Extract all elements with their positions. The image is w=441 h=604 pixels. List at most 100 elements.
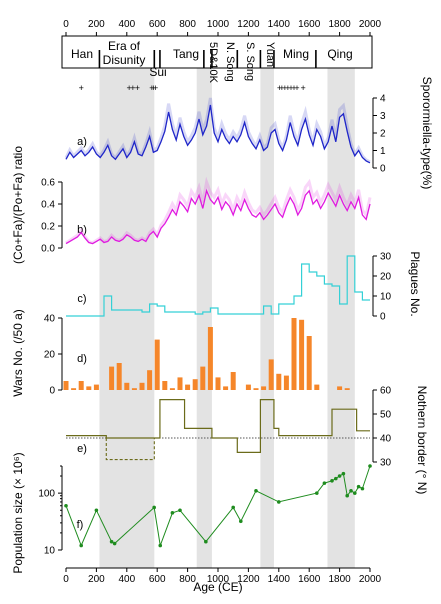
population-point-24 bbox=[360, 486, 365, 491]
panel-d-letter: d) bbox=[77, 353, 87, 365]
shaded-period-0 bbox=[99, 68, 155, 568]
bottom-tick-label-1: 200 bbox=[88, 574, 105, 585]
war-bar-14 bbox=[177, 377, 183, 390]
top-tick-label-5: 1000 bbox=[207, 19, 230, 30]
war-bar-30 bbox=[306, 336, 312, 390]
population-point-12 bbox=[254, 488, 258, 493]
dating-marks: + ++ + +++ +++++++ + bbox=[79, 83, 306, 93]
population-point-6 bbox=[158, 543, 163, 548]
shaded-periods bbox=[99, 68, 355, 568]
top-tick-label-7: 1400 bbox=[268, 19, 291, 30]
panel-e-tick-label-2: 50 bbox=[380, 410, 392, 421]
population-point-3 bbox=[109, 539, 114, 544]
dynasty-label-7: Yuan bbox=[264, 42, 276, 67]
shaded-period-1 bbox=[196, 68, 212, 568]
bottom-tick-label-3: 600 bbox=[149, 574, 166, 585]
war-bar-31 bbox=[314, 384, 320, 390]
population-point-14 bbox=[315, 491, 319, 495]
top-tick-label-6: 1200 bbox=[237, 19, 260, 30]
x-axis-label: Age (CE) bbox=[193, 580, 242, 594]
dating-mark-12: + bbox=[291, 83, 296, 93]
war-bar-16 bbox=[192, 379, 198, 390]
dating-mark-14: + bbox=[300, 83, 305, 93]
panel-c-tick-label-2: 20 bbox=[380, 272, 392, 283]
panel-b-tick-label-1: 0.2 bbox=[41, 222, 55, 233]
panel-b-letter: b) bbox=[77, 224, 87, 236]
war-bar-24 bbox=[261, 386, 267, 390]
panel-a-tick-label-1: 1 bbox=[380, 146, 386, 157]
dating-mark-5: + bbox=[151, 83, 156, 93]
war-bar-33 bbox=[344, 388, 350, 390]
dynasty-era-of-disunity-2: DisunityEra of Disunity bbox=[103, 53, 146, 67]
panel-b-tick-label-3: 0.6 bbox=[41, 178, 55, 189]
panel-b-tick-label-2: 0.4 bbox=[41, 200, 55, 211]
panel-c-tick-label-1: 10 bbox=[380, 292, 392, 303]
population-line-0 bbox=[65, 505, 113, 547]
dating-mark-0: + bbox=[79, 83, 84, 93]
panel-a-y-label: Sporormiella-type(%) bbox=[420, 77, 434, 190]
shaded-period-2 bbox=[260, 68, 274, 568]
population-point-5 bbox=[152, 505, 156, 510]
dynasty-label-2: Sui bbox=[149, 65, 166, 79]
panel-a-series-line bbox=[65, 104, 371, 164]
dating-mark-4: + bbox=[149, 83, 154, 93]
top-tick-label-10: 2000 bbox=[359, 19, 382, 30]
panel-c: 0 10 20 30 Plagues No. c) bbox=[66, 251, 422, 323]
panel-d-tick-label-0: 0 bbox=[49, 386, 55, 397]
panel-c-letter: c) bbox=[77, 293, 86, 305]
bottom-tick-label-4: 800 bbox=[179, 574, 196, 585]
war-bar-11 bbox=[154, 339, 160, 390]
panel-b-series-line bbox=[65, 188, 371, 245]
war-bar-15 bbox=[185, 384, 191, 390]
war-bar-20 bbox=[223, 386, 229, 390]
panel-d-tick-label-1: 20 bbox=[44, 350, 56, 361]
war-bar-23 bbox=[253, 388, 259, 390]
dynasty-label-6: S. Song bbox=[244, 42, 256, 81]
bottom-tick-label-2: 400 bbox=[118, 574, 135, 585]
panel-c-step-line bbox=[66, 255, 370, 317]
war-bar-12 bbox=[162, 381, 168, 390]
war-bar-25 bbox=[268, 359, 274, 390]
war-bar-5 bbox=[109, 366, 115, 390]
panel-e-tick-label-0: 30 bbox=[380, 458, 392, 469]
panel-e-tick-label-3: 60 bbox=[380, 386, 392, 397]
bottom-tick-label-8: 1600 bbox=[298, 574, 321, 585]
panel-f-tick-label-1: 100 bbox=[38, 489, 55, 500]
population-point-23 bbox=[356, 484, 361, 489]
panel-c-y-label: Plagues No. bbox=[408, 251, 422, 316]
dating-mark-13: + bbox=[294, 83, 299, 93]
war-bar-19 bbox=[215, 377, 221, 390]
dynasty-label-5: N. Song bbox=[224, 42, 236, 82]
war-bar-22 bbox=[245, 384, 251, 390]
panel-a: 0 1 2 3 4 Sporormiella-type(%) a) bbox=[64, 77, 434, 190]
dating-mark-6: + bbox=[153, 83, 158, 93]
panel-a-tick-label-3: 3 bbox=[380, 111, 386, 122]
war-bar-21 bbox=[230, 372, 236, 390]
population-point-21 bbox=[349, 488, 353, 493]
war-bar-7 bbox=[124, 382, 130, 390]
population-point-15 bbox=[322, 481, 327, 485]
shaded-period-3 bbox=[327, 68, 355, 568]
population-point-9 bbox=[204, 539, 208, 544]
population-point-0 bbox=[64, 503, 68, 508]
war-bar-3 bbox=[86, 386, 92, 390]
panel-b-envelope bbox=[65, 176, 372, 245]
panel-f-y-label: Population size (× 10⁶) bbox=[11, 452, 25, 573]
dynasty-label-8: Ming bbox=[283, 47, 309, 61]
panel-f: 10 100 Population size (× 10⁶) f) bbox=[11, 452, 372, 574]
population-point-13 bbox=[277, 500, 281, 504]
dating-mark-10: + bbox=[285, 83, 290, 93]
panel-e-step-line bbox=[66, 399, 370, 453]
population-point-19 bbox=[341, 471, 346, 476]
dating-mark-3: + bbox=[135, 83, 140, 93]
panel-e-y-label: Nothern border (° N) bbox=[415, 386, 429, 495]
war-bar-29 bbox=[299, 319, 305, 390]
panel-c-tick-label-3: 30 bbox=[380, 252, 392, 263]
panel-e-letter: e) bbox=[77, 443, 87, 455]
bottom-tick-label-0: 0 bbox=[63, 574, 69, 585]
dynasty-era-of-disunity-1: Era of bbox=[108, 39, 141, 53]
war-bar-17 bbox=[200, 366, 206, 390]
panel-a-letter: a) bbox=[77, 136, 87, 148]
war-bar-9 bbox=[139, 382, 145, 390]
